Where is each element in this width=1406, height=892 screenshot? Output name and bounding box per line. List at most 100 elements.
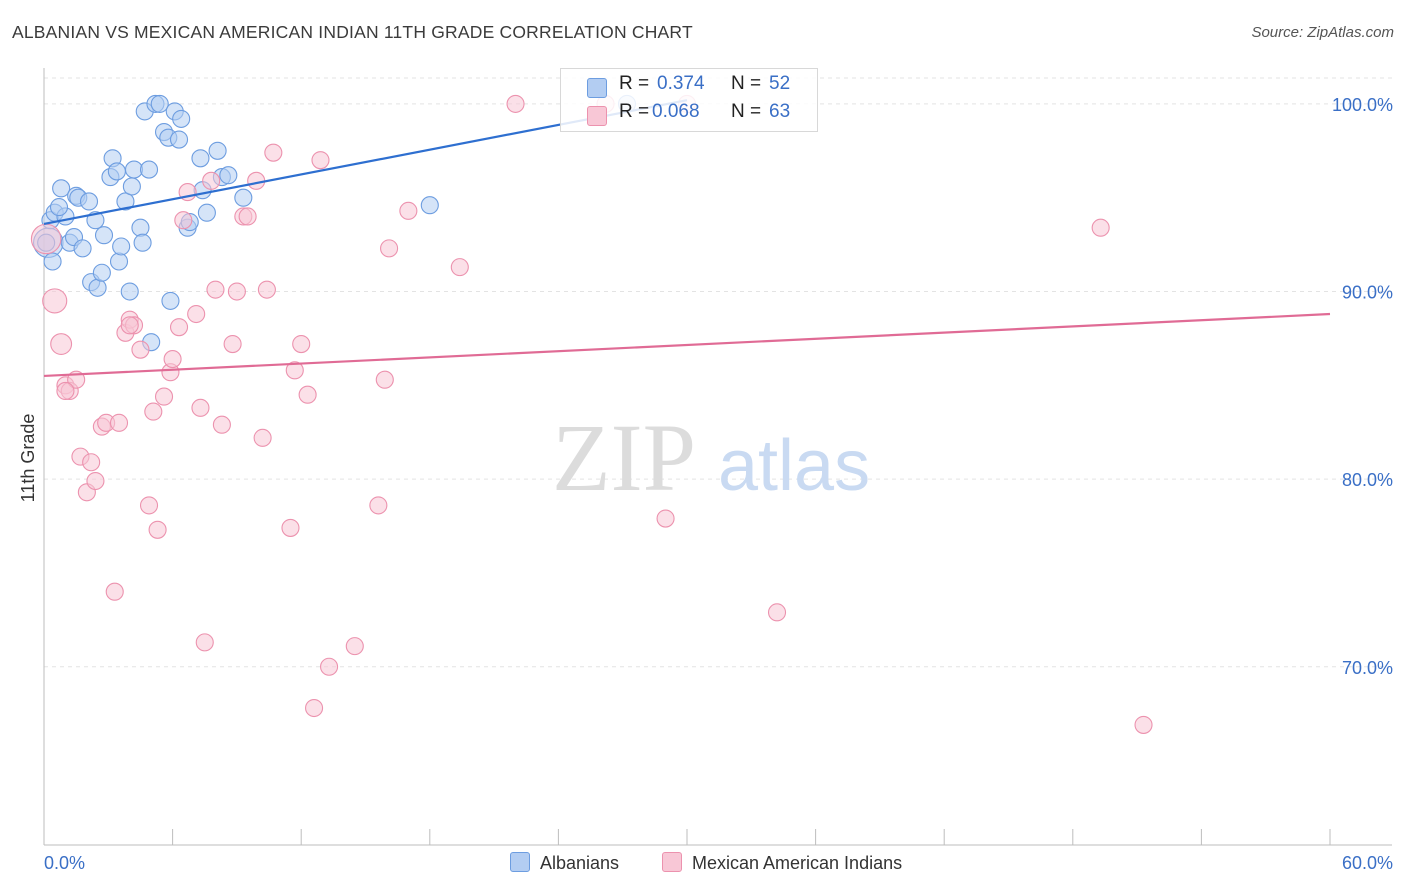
albanians-point: [124, 160, 144, 179]
mexican-american-indians-point: [380, 239, 399, 258]
tick-labels: 70.0% 80.0% 90.0% 100.0% 0.0% 60.0%: [44, 95, 1393, 873]
mexican-american-indians-point: [120, 316, 139, 335]
albanians-point: [420, 196, 439, 215]
mexican-american-indians-point: [191, 398, 210, 417]
albanians-point: [92, 263, 111, 282]
legend: R = 0.374 N = 52 R = 0.068 N = 63: [560, 68, 818, 132]
mexican-american-indians-point: [109, 413, 129, 432]
mexican-american-indians-point: [187, 304, 206, 324]
bottom-legend-label-mexican-american-indians: Mexican American Indians: [692, 853, 903, 873]
albanians-point: [133, 233, 152, 252]
mexican-american-indians-point: [195, 633, 214, 652]
bottom-legend-swatch-albanians: [510, 852, 530, 872]
x-tick-label-min: 0.0%: [44, 853, 85, 873]
legend-n-label: N =: [731, 73, 762, 94]
legend-n-value: 52: [769, 73, 791, 94]
mexican-american-indians-point: [144, 402, 163, 421]
albanians-point: [120, 282, 139, 301]
albanians-point: [122, 177, 141, 196]
bottom-legend-swatch-mexican-american-indians: [662, 852, 682, 872]
albanians-point: [94, 226, 114, 245]
mexican-american-indians-point: [169, 318, 189, 337]
mexican-american-indians-point: [86, 471, 105, 491]
albanians-point: [73, 239, 92, 258]
mexican-american-indians-point: [212, 415, 231, 434]
legend-r-label: R =: [619, 101, 650, 122]
mexican-american-indians-point: [767, 603, 787, 622]
mexican-american-indians-point: [174, 211, 193, 230]
albanians-point: [52, 179, 71, 198]
albanians-point: [172, 109, 191, 128]
mexican-american-indians-point: [281, 518, 300, 537]
x-tick-label-max: 60.0%: [1342, 853, 1393, 873]
mexican-american-indians-trend-line: [43, 312, 1331, 378]
mexican-american-indians-point: [506, 94, 525, 113]
legend-r-label: R =: [619, 73, 650, 94]
mexican-american-indians-point: [42, 288, 68, 314]
legend-r-value: 0.374: [657, 73, 705, 94]
y-tick-label: 100.0%: [1332, 95, 1393, 115]
albanians-point: [234, 188, 253, 207]
trend-lines: [43, 99, 1331, 378]
mexican-american-indians-point: [345, 637, 364, 656]
albanians-point: [191, 149, 210, 168]
mexican-american-indians-point: [139, 496, 159, 515]
mexican-american-indians-point: [56, 381, 75, 401]
mexican-american-indians-point: [369, 496, 388, 515]
albanians-point: [139, 160, 159, 179]
y-tick-label: 90.0%: [1342, 283, 1393, 303]
albanians-point: [49, 198, 69, 217]
albanians-point: [107, 162, 126, 181]
albanians-point: [116, 192, 135, 211]
chart-source: Source: ZipAtlas.com: [1251, 24, 1394, 41]
albanians-point: [79, 192, 99, 211]
series-albanians-points: [33, 94, 637, 352]
legend-swatch-albanians: [587, 78, 607, 98]
albanians-point: [88, 278, 107, 297]
mexican-american-indians-point: [105, 582, 124, 601]
mexican-american-indians-point: [223, 335, 242, 354]
bottom-legend-albanians: Albanians: [510, 852, 619, 874]
mexican-american-indians-point: [253, 428, 272, 447]
mexican-american-indians-point: [247, 171, 266, 190]
bottom-legend-mexican-american-indians: Mexican American Indians: [662, 852, 902, 874]
mexican-american-indians-point: [450, 258, 469, 277]
albanians-point: [131, 218, 150, 237]
mexican-american-indians-point: [285, 361, 304, 380]
mexican-american-indians-point: [1134, 715, 1153, 734]
watermark-zip: ZIP: [552, 404, 696, 511]
albanians-point: [150, 94, 169, 113]
axes: [43, 68, 1392, 846]
mexican-american-indians-point: [154, 387, 174, 406]
mexican-american-indians-point: [311, 151, 330, 170]
mexican-american-indians-point: [131, 340, 150, 359]
albanians-point: [161, 291, 180, 310]
mexican-american-indians-point: [298, 385, 317, 404]
mexican-american-indians-point: [227, 282, 246, 301]
y-axis-label: 11th Grade: [18, 414, 38, 503]
legend-swatch-mexican-american-indians: [587, 106, 607, 126]
mexican-american-indians-point: [1091, 218, 1110, 237]
mexican-american-indians-point: [257, 280, 276, 299]
mexican-american-indians-point: [305, 698, 324, 718]
legend-n-label: N =: [731, 101, 762, 122]
albanians-point: [169, 130, 189, 149]
series-mexican-american-indians-points: [30, 94, 1153, 734]
albanians-point: [109, 252, 129, 271]
albanians-point: [219, 166, 238, 185]
bottom-legend-label-albanians: Albanians: [540, 853, 620, 873]
y-tick-label: 80.0%: [1342, 470, 1393, 490]
mexican-american-indians-point: [50, 333, 73, 356]
watermark: ZIP atlas: [552, 404, 870, 511]
mexican-american-indians-point: [238, 207, 257, 226]
mexican-american-indians-point: [148, 520, 167, 539]
mexican-american-indians-point: [202, 171, 221, 190]
mexican-american-indians-point: [320, 657, 339, 676]
mexican-american-indians-point: [264, 143, 283, 162]
albanians-point: [43, 252, 62, 271]
grid-lines: [44, 77, 1392, 668]
legend-r-value: 0.068: [652, 101, 700, 122]
albanians-point: [112, 237, 131, 256]
mexican-american-indians-point: [30, 223, 62, 255]
